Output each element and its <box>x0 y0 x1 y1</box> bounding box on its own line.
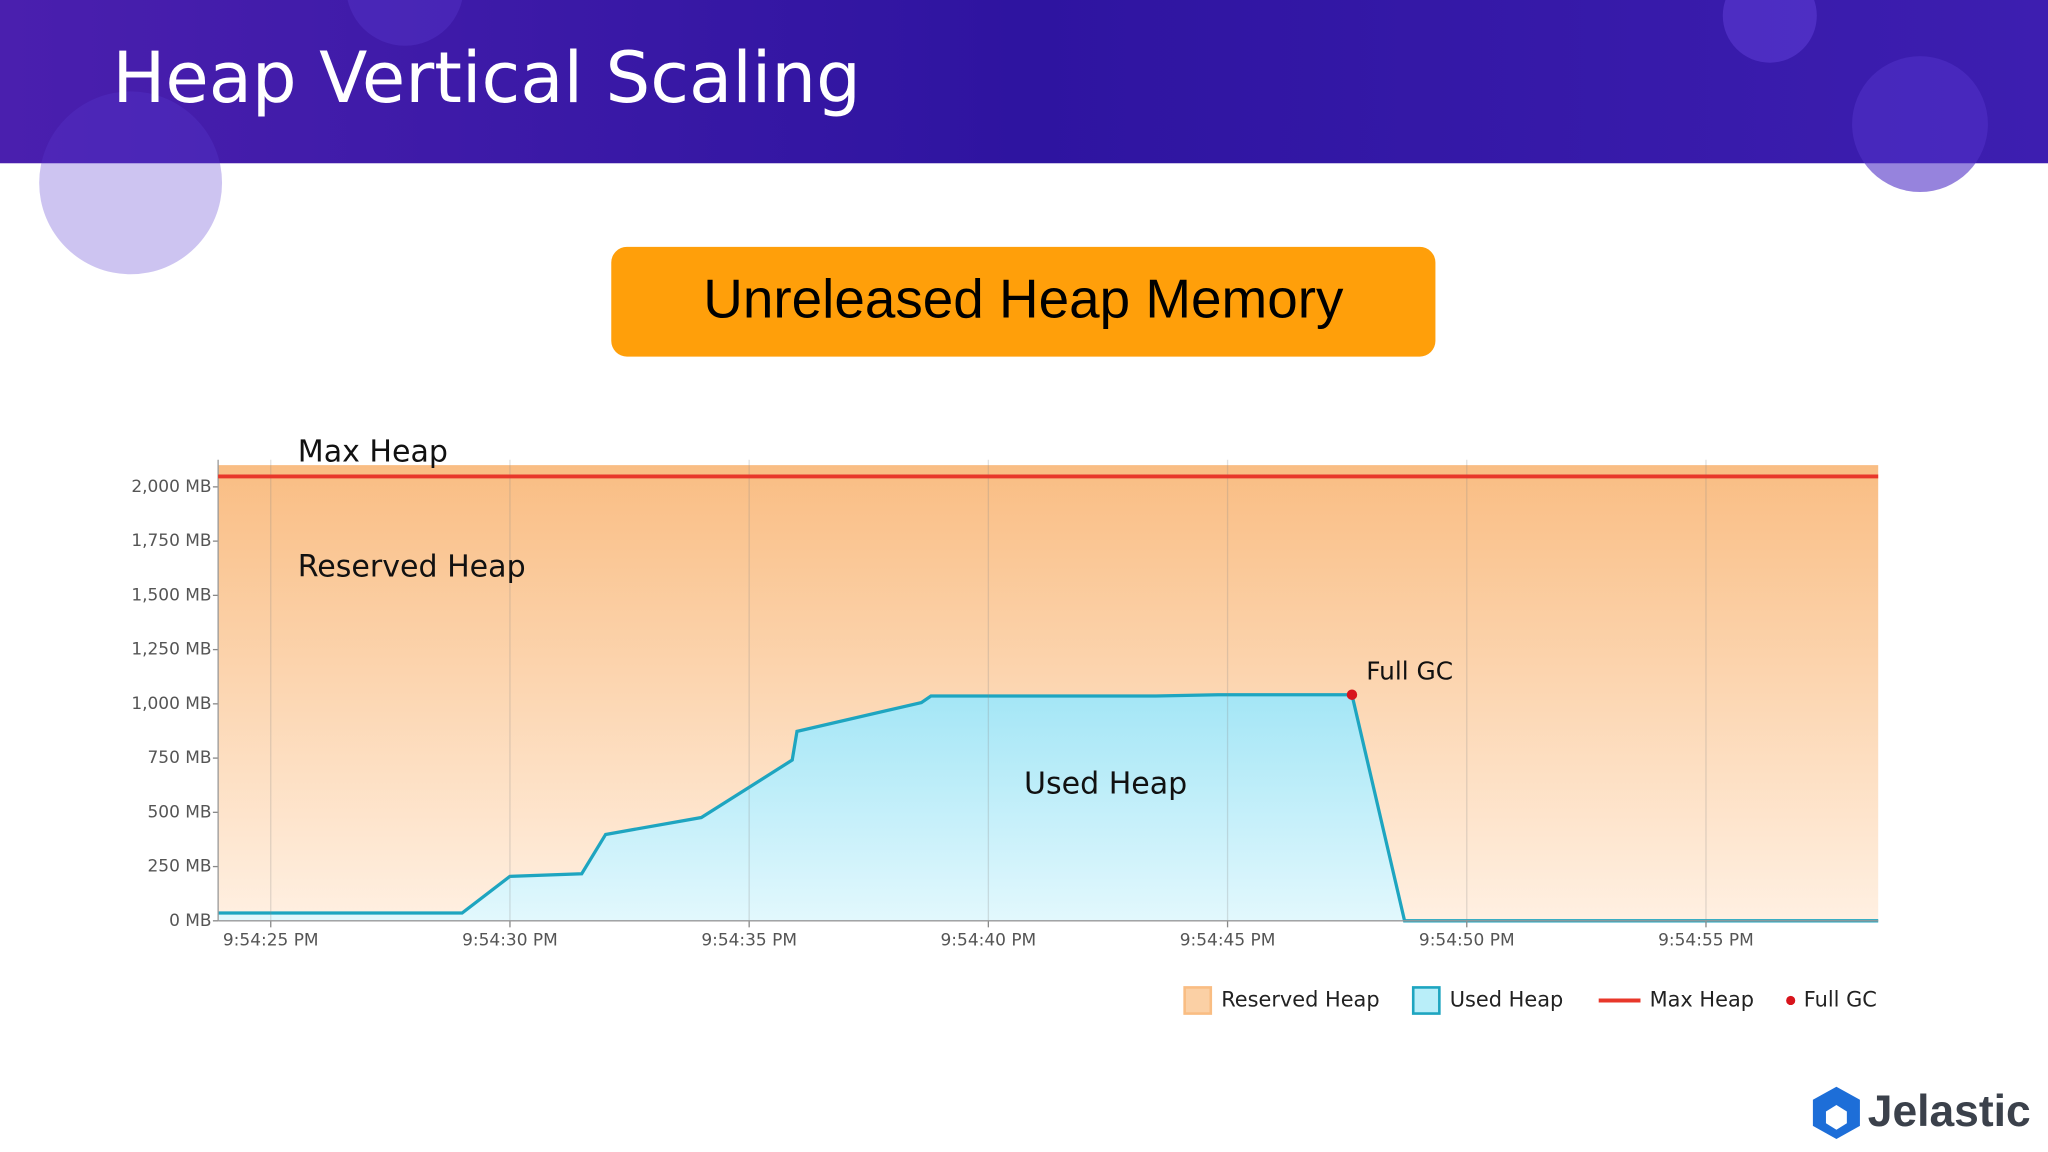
badge <box>611 246 1436 357</box>
legend-swatch <box>1411 986 1441 1015</box>
badge-text: Unreleased Heap Memory <box>703 268 1344 330</box>
x-tick-label: 9:54:45 PM <box>1180 930 1276 950</box>
legend-swatch <box>1786 995 1796 1006</box>
annotation: Max Heap <box>298 435 448 470</box>
logo-text: Jelastic <box>1868 1087 2031 1136</box>
decor <box>347 0 463 46</box>
annotation: Full GC <box>1366 657 1453 686</box>
decor <box>1852 56 1988 192</box>
y-tick-label: 1,750 MB <box>131 531 211 551</box>
x-tick-label: 9:54:35 PM <box>701 930 797 950</box>
area-fill <box>218 465 1879 921</box>
y-tick-label: 250 MB <box>148 857 212 877</box>
logo-icon-inner <box>1825 1104 1847 1130</box>
header-band <box>0 0 2048 164</box>
x-tick-label: 9:54:30 PM <box>462 930 558 950</box>
marker <box>1346 689 1358 700</box>
decor <box>1722 0 1817 63</box>
y-tick-label: 0 MB <box>169 911 211 931</box>
legend-label: Reserved Heap <box>1221 987 1379 1011</box>
decor <box>39 91 223 275</box>
y-tick-label: 750 MB <box>148 748 212 768</box>
slide-title: Heap Vertical Scaling <box>112 37 861 119</box>
annotation: Reserved Heap <box>298 550 526 585</box>
legend-swatch <box>1183 986 1213 1015</box>
y-tick-label: 2,000 MB <box>131 477 211 497</box>
y-tick-label: 500 MB <box>148 802 212 822</box>
x-tick-label: 9:54:55 PM <box>1658 930 1754 950</box>
legend-label: Used Heap <box>1450 987 1563 1011</box>
x-tick-label: 9:54:40 PM <box>941 930 1037 950</box>
legend-label: Full GC <box>1804 987 1877 1011</box>
area-fill <box>218 694 1879 921</box>
y-tick-label: 1,250 MB <box>131 640 211 660</box>
x-tick-label: 9:54:25 PM <box>223 930 319 950</box>
logo: Jelastic <box>1812 1086 2031 1139</box>
y-tick-label: 1,500 MB <box>131 585 211 605</box>
y-tick-label: 1,000 MB <box>131 694 211 714</box>
annotation: Used Heap <box>1024 766 1187 801</box>
area-line <box>218 693 1879 923</box>
chart: 9:54:25 PM 9:54:30 PM 9:54:35 PM 9:54:40 PM… <box>131 435 1879 1015</box>
legend-label: Max Heap <box>1650 987 1754 1011</box>
x-tick-label: 9:54:50 PM <box>1419 930 1515 950</box>
